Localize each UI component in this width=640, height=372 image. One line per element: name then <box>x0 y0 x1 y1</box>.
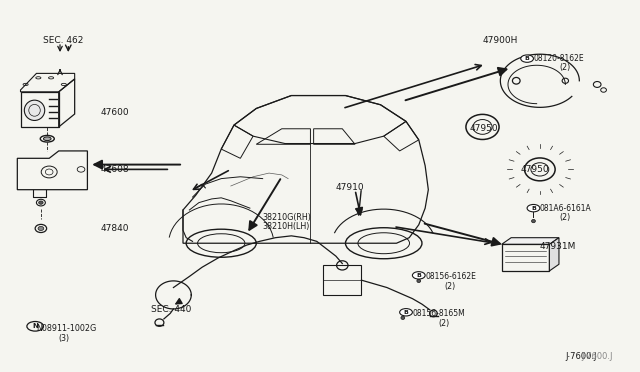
Text: SEC. 440: SEC. 440 <box>151 305 191 314</box>
Text: N: N <box>32 323 38 329</box>
Text: 38210H(LH): 38210H(LH) <box>262 222 310 231</box>
Text: 47608: 47608 <box>100 165 129 174</box>
Text: B: B <box>525 56 529 61</box>
Circle shape <box>412 272 425 279</box>
Polygon shape <box>549 238 559 271</box>
Ellipse shape <box>44 137 51 141</box>
Text: B: B <box>404 310 408 315</box>
Ellipse shape <box>401 316 404 320</box>
Text: (2): (2) <box>444 282 456 291</box>
Text: J·7600.J: J·7600.J <box>581 352 612 361</box>
Circle shape <box>399 309 412 316</box>
Text: 47600: 47600 <box>100 108 129 117</box>
Text: 47950: 47950 <box>521 165 549 174</box>
Circle shape <box>527 205 540 212</box>
Ellipse shape <box>24 100 45 121</box>
Ellipse shape <box>532 219 536 223</box>
Ellipse shape <box>417 279 420 283</box>
Text: 47900H: 47900H <box>483 36 518 45</box>
Text: 08156-6162E: 08156-6162E <box>425 272 476 281</box>
Text: 08120-8162E: 08120-8162E <box>534 54 584 63</box>
Text: B: B <box>417 273 421 278</box>
Text: SEC. 462: SEC. 462 <box>43 36 83 45</box>
Text: B: B <box>531 206 536 211</box>
Text: 47931M: 47931M <box>540 243 576 251</box>
Text: (2): (2) <box>559 63 570 72</box>
Text: 47910: 47910 <box>336 183 365 192</box>
Text: 38210G(RH): 38210G(RH) <box>262 213 312 222</box>
Text: 08156-8165M: 08156-8165M <box>412 309 465 318</box>
Circle shape <box>521 55 534 62</box>
Text: 081A6-6161A: 081A6-6161A <box>540 203 591 213</box>
Text: 47950: 47950 <box>470 124 499 133</box>
Text: J⋅7600.J: J⋅7600.J <box>565 352 597 361</box>
Text: (2): (2) <box>438 319 449 328</box>
Text: (2): (2) <box>559 213 570 222</box>
Ellipse shape <box>38 227 44 231</box>
Text: 47840: 47840 <box>100 224 129 233</box>
Text: (3): (3) <box>59 334 70 343</box>
Ellipse shape <box>38 201 43 204</box>
Polygon shape <box>502 238 559 244</box>
Text: N08911-1002G: N08911-1002G <box>36 324 97 333</box>
